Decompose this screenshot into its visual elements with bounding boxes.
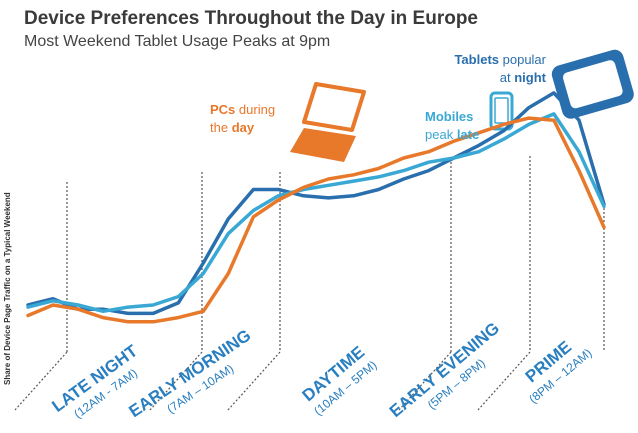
mobiles-callout-strong: Mobiles — [425, 109, 474, 124]
pcs-callout-strong-2: day — [231, 120, 255, 135]
pcs-callout-text: during — [235, 102, 276, 117]
period-label: EARLY EVENING(5PM – 8PM) — [386, 318, 503, 421]
chart-title: Device Preferences Throughout the Day in… — [24, 8, 478, 29]
period-label: PRIME(8PM – 12AM) — [522, 337, 595, 406]
series-line-pcs — [26, 116, 606, 324]
tablets-callout-text: popular — [499, 52, 546, 67]
mobiles-callout-text: peak — [425, 127, 457, 142]
pcs-callout: PCs during the day — [210, 101, 275, 137]
chart-subtitle: Most Weekend Tablet Usage Peaks at 9pm — [24, 33, 331, 50]
period-separator-diagonal — [398, 351, 452, 411]
phone-icon — [489, 91, 514, 131]
period-separator-diagonal — [477, 351, 531, 411]
mobiles-callout: Mobiles peak late — [425, 108, 479, 144]
tablets-callout-strong-2: night — [514, 70, 546, 85]
period-label: EARLY MORNING(7AM – 10AM) — [125, 326, 254, 422]
tablets-callout-text-2: at — [499, 70, 515, 85]
pcs-callout-strong: PCs — [210, 102, 236, 117]
pcs-callout-text-2: the — [210, 120, 232, 135]
period-separator-diagonal — [149, 351, 203, 411]
mobiles-callout-strong-2: late — [456, 127, 480, 142]
period-name: EARLY EVENING — [386, 318, 503, 421]
period-label: DAYTIME(10AM – 5PM) — [299, 342, 380, 418]
laptop-icon — [290, 82, 366, 162]
series-line-mobiles — [26, 112, 606, 314]
period-separator-diagonal — [14, 351, 68, 411]
tablet-icon — [551, 49, 634, 119]
tablets-callout: Tablets popular at night — [440, 51, 546, 87]
series-line-tablets — [26, 91, 606, 316]
tablets-callout-strong: Tablets — [454, 52, 500, 67]
period-separator-diagonal — [227, 351, 281, 411]
